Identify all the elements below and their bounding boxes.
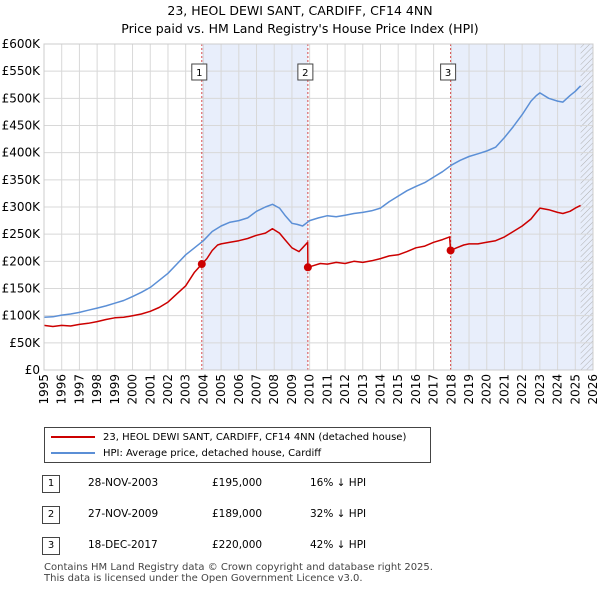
x-tick-label: 2004 (196, 374, 210, 405)
chart-title: 23, HEOL DEWI SANT, CARDIFF, CF14 4NN Pr… (0, 2, 600, 38)
sale-date: 28-NOV-2003 (88, 477, 159, 489)
price-chart: 1 2 3 £0 £50K £100K £150K £200K £250K £300K £350K… (2, 37, 600, 405)
legend: 23, HEOL DEWI SANT, CARDIFF, CF14 4NN (d… (44, 427, 431, 463)
sale-point (446, 246, 455, 255)
sale-price: £189,000 (212, 508, 263, 520)
sale-point (303, 263, 312, 272)
grid (43, 43, 594, 371)
sale-price: £220,000 (212, 539, 263, 551)
footer-attribution: Contains HM Land Registry data © Crown c… (44, 562, 433, 584)
sale-number-label: 3 (440, 63, 457, 81)
y-tick-label: £250K (2, 227, 42, 241)
x-tick-label: 1995 (37, 374, 51, 405)
x-tick-label: 2021 (497, 374, 511, 405)
x-tick-label: 2015 (391, 374, 405, 405)
y-tick-label: £150K (2, 282, 42, 296)
x-tick-label: 1997 (72, 374, 86, 405)
x-tick-label: 2001 (143, 374, 157, 405)
sale-point (197, 260, 206, 269)
y-tick-label: £350K (2, 173, 42, 187)
legend-item-property: 23, HEOL DEWI SANT, CARDIFF, CF14 4NN (d… (51, 429, 406, 445)
sale-number-badge: 3 (42, 537, 60, 555)
y-tick-label: £100K (2, 309, 42, 323)
x-tick-label: 1996 (55, 374, 69, 405)
x-tick-label: 2013 (356, 374, 370, 405)
sale-hpi-diff: 32% ↓ HPI (310, 508, 367, 520)
x-tick-label: 2008 (267, 374, 281, 405)
sale-date: 27-NOV-2009 (88, 508, 159, 520)
x-tick-label: 2016 (409, 374, 423, 405)
legend-swatch-hpi (51, 452, 95, 454)
y-tick-label: £300K (2, 200, 42, 214)
y-tick-label: £500K (2, 91, 42, 105)
x-tick-label: 2018 (444, 374, 458, 405)
hpi-line (43, 85, 582, 319)
legend-swatch-property (51, 436, 95, 438)
x-tick-label: 2003 (179, 374, 193, 405)
chart-subtitle: Price paid vs. HM Land Registry's House … (121, 21, 479, 36)
x-tick-label: 2011 (320, 374, 334, 405)
sale-number-text: 3 (445, 68, 451, 79)
y-axis-ticks: £0 £50K £100K £150K £200K £250K £300K £350K £400… (2, 37, 42, 377)
footer-line-1: Contains HM Land Registry data © Crown c… (44, 562, 433, 573)
x-tick-label: 2014 (373, 374, 387, 405)
x-tick-label: 2026 (586, 374, 600, 405)
x-tick-label: 2000 (126, 374, 140, 405)
x-tick-label: 2002 (161, 374, 175, 405)
x-tick-label: 2020 (480, 374, 494, 405)
x-tick-label: 2022 (515, 374, 529, 405)
x-tick-label: 2012 (338, 374, 352, 405)
legend-item-hpi: HPI: Average price, detached house, Card… (51, 445, 321, 461)
sale-price: £195,000 (212, 477, 263, 489)
sale-number-label: 2 (297, 63, 314, 81)
x-tick-label: 2009 (285, 374, 299, 405)
footer-line-2: This data is licensed under the Open Gov… (44, 573, 363, 584)
y-tick-label: £50K (9, 336, 41, 350)
sale-number-text: 2 (302, 68, 308, 79)
sale-hpi-diff: 16% ↓ HPI (310, 477, 367, 489)
sale-row: 2 27-NOV-2009 £189,000 32% ↓ HPI (42, 505, 402, 525)
x-tick-label: 2023 (533, 374, 547, 405)
x-tick-label: 1998 (90, 374, 104, 405)
x-tick-label: 2010 (303, 374, 317, 405)
plot-border (43, 43, 594, 371)
x-tick-label: 2006 (232, 374, 246, 405)
x-axis-ticks: 1995 1996 1997 1998 1999 2000 2001 2002 2003 2004… (37, 374, 600, 405)
legend-label-hpi: HPI: Average price, detached house, Card… (103, 447, 322, 459)
y-tick-label: £550K (2, 64, 42, 78)
chart-title-text: 23, HEOL DEWI SANT, CARDIFF, CF14 4NN (167, 3, 433, 18)
sale-row: 3 18-DEC-2017 £220,000 42% ↓ HPI (42, 536, 402, 556)
sale-number-label: 1 (191, 63, 208, 81)
y-tick-label: £400K (2, 146, 42, 160)
legend-label-property: 23, HEOL DEWI SANT, CARDIFF, CF14 4NN (d… (103, 431, 407, 443)
sale-date: 18-DEC-2017 (88, 539, 158, 551)
sale-hpi-diff: 42% ↓ HPI (310, 539, 367, 551)
x-tick-label: 2019 (462, 374, 476, 405)
y-tick-label: £450K (2, 119, 42, 133)
sale-number-box (297, 63, 314, 81)
sale-number-labels: 1 2 3 (191, 63, 457, 81)
sale-number-box (440, 63, 457, 81)
x-tick-label: 2005 (214, 374, 228, 405)
y-tick-label: £0 (25, 363, 40, 377)
x-tick-label: 2007 (250, 374, 264, 405)
x-tick-label: 2025 (568, 374, 582, 405)
x-tick-label: 2017 (427, 374, 441, 405)
sale-number-badge: 1 (42, 475, 60, 493)
y-tick-label: £200K (2, 254, 42, 268)
x-tick-label: 2024 (551, 374, 565, 405)
sale-number-box (191, 63, 208, 81)
y-tick-label: £600K (2, 37, 42, 51)
x-tick-label: 1999 (108, 374, 122, 405)
sale-number-text: 1 (196, 68, 202, 79)
sale-points (197, 246, 455, 272)
sale-row: 1 28-NOV-2003 £195,000 16% ↓ HPI (42, 474, 402, 494)
sale-number-badge: 2 (42, 506, 60, 524)
